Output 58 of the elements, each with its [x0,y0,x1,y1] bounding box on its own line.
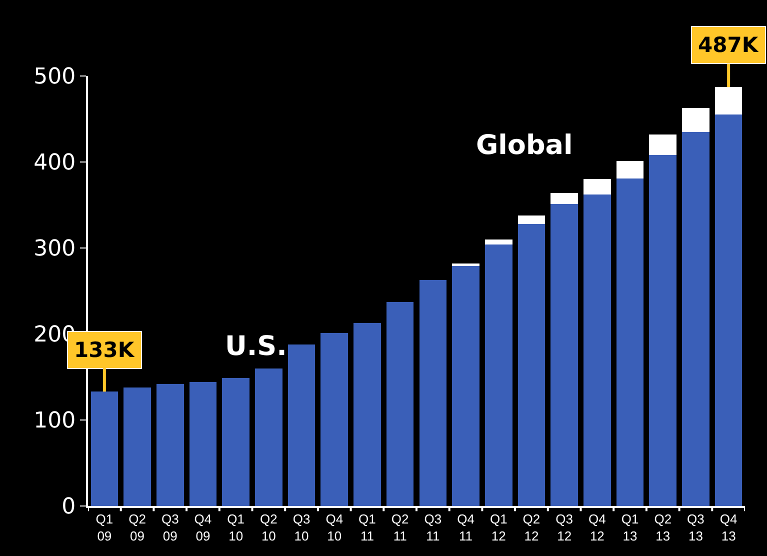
bar [518,215,546,224]
bar [518,224,546,506]
bar [386,302,414,506]
x-tick-label: Q1 12 [490,512,508,544]
x-tick-label: Q2 10 [260,512,278,544]
bar [584,194,611,506]
x-tick-label: Q1 09 [96,512,114,544]
bar [484,244,512,506]
x-tick-label: Q3 10 [292,512,310,544]
y-tick-label: 500 [34,64,76,90]
x-tick-label: Q4 13 [720,512,738,544]
bar [320,333,348,506]
bar [419,280,447,506]
bar [714,114,742,506]
bar [550,204,578,506]
x-tick-label: Q1 13 [621,512,639,544]
bar [156,384,184,506]
bar [584,179,611,195]
x-tick-label: Q2 12 [522,512,540,544]
x-tick-label: Q1 10 [227,512,244,544]
x-tick-label: Q3 13 [687,512,704,544]
x-tick-label: Q2 09 [128,512,146,544]
x-tick-label: Q3 11 [424,512,442,544]
annotation: 487K [698,33,759,57]
annotation: 133K [74,338,135,362]
bar [616,161,644,178]
bar [649,134,677,156]
bar [714,87,742,115]
y-tick-label: 300 [34,236,76,262]
x-tick-label: Q3 12 [556,512,573,544]
y-tick-label: 0 [62,494,76,520]
bar [255,368,282,506]
series-label: U.S. [225,331,287,362]
bar [682,132,710,506]
bar [189,382,217,506]
series-label: Global [476,130,573,161]
bar [354,322,381,506]
bar [616,178,644,506]
x-tick-label: Q1 11 [358,512,376,544]
bar [124,387,151,506]
bar [288,344,316,506]
x-tick-label: Q3 09 [161,512,179,544]
bar [452,263,480,266]
bar [649,155,677,506]
bar [222,378,250,506]
x-tick-label: Q4 10 [326,512,344,544]
bar [452,265,480,506]
y-tick-label: 400 [34,150,76,176]
x-tick-label: Q2 11 [391,512,409,544]
bar [484,239,512,245]
bar [550,192,578,204]
bar [682,108,710,132]
bar [90,392,118,506]
x-tick-label: Q4 09 [194,512,212,544]
x-tick-label: Q4 12 [588,512,606,544]
x-tick-label: Q2 13 [654,512,672,544]
y-tick-label: 100 [34,408,76,434]
x-tick-label: Q4 11 [457,512,474,544]
